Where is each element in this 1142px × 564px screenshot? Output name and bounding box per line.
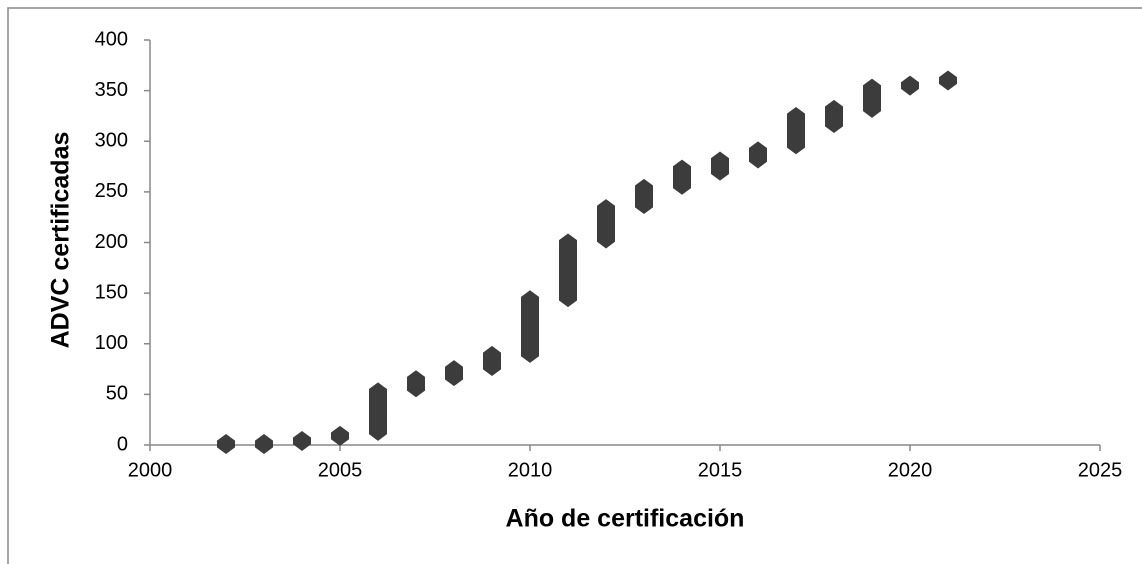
point: [521, 290, 539, 311]
x-tick-label: 2015: [698, 459, 743, 481]
point: [673, 159, 691, 180]
point: [293, 430, 311, 451]
point: [407, 370, 425, 391]
point: [863, 78, 881, 99]
point: [331, 425, 349, 446]
y-tick-label: 250: [95, 180, 128, 202]
point: [597, 199, 615, 220]
y-tick-label: 150: [95, 281, 128, 303]
y-tick-label: 50: [106, 383, 128, 405]
x-tick-label: 2020: [888, 459, 933, 481]
y-tick-label: 300: [95, 130, 128, 152]
y-tick-label: 0: [117, 433, 128, 455]
point: [825, 99, 843, 120]
y-axis-label: ADVC certificadas: [47, 132, 75, 349]
point: [787, 106, 805, 127]
x-tick-label: 2025: [1078, 459, 1123, 481]
frame: [7, 7, 1142, 564]
y-tick-label: 200: [95, 231, 128, 253]
y-tick-label: 100: [95, 332, 128, 354]
point: [217, 433, 235, 454]
x-tick-label: 2005: [318, 459, 363, 481]
x-axis-label: Año de certificación: [506, 505, 745, 533]
point: [901, 75, 919, 96]
x-tick-label: 2000: [128, 459, 173, 481]
point: [369, 382, 387, 403]
point: [749, 141, 767, 162]
point: [559, 233, 577, 254]
point: [711, 151, 729, 172]
point: [635, 178, 653, 199]
y-tick-label: 350: [95, 79, 128, 101]
point: [483, 345, 501, 366]
x-tick-label: 2010: [508, 459, 553, 481]
point: [255, 433, 273, 454]
point: [445, 360, 463, 381]
y-tick-label: 400: [95, 28, 128, 50]
point: [939, 70, 957, 91]
